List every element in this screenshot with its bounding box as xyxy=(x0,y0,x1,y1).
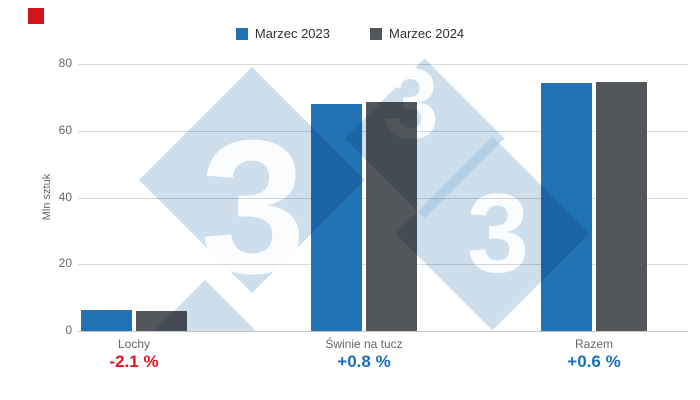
category-label: Lochy xyxy=(117,337,151,351)
legend-item[interactable]: Marzec 2023 xyxy=(235,26,330,41)
bar-marzec-2023-2[interactable] xyxy=(311,104,362,331)
watermark-digit: 3 xyxy=(200,101,306,314)
bar-marzec-2024-2[interactable] xyxy=(366,102,417,331)
y-tick-label: 20 xyxy=(58,256,72,270)
bar-marzec-2023-3[interactable] xyxy=(541,83,592,331)
legend-swatch xyxy=(235,27,248,40)
legend: Marzec 2023 Marzec 2024 xyxy=(0,26,700,41)
watermark-digit: 3 xyxy=(466,170,530,296)
y-tick-label: 0 xyxy=(65,323,72,337)
gridline xyxy=(78,64,688,65)
delta-label: +0.8 % xyxy=(337,352,391,371)
delta-label: -2.1 % xyxy=(109,352,159,371)
delta-label: +0.6 % xyxy=(567,352,621,371)
category-label: Świnie na tucz xyxy=(325,337,403,351)
legend-label: Marzec 2023 xyxy=(254,26,330,41)
legend-swatch xyxy=(370,27,382,40)
category-label: Razem xyxy=(574,337,613,351)
y-tick-label: 60 xyxy=(58,123,72,137)
bar-marzec-2024-3[interactable] xyxy=(596,82,647,331)
y-tick-label: 80 xyxy=(58,56,72,70)
legend-label: Marzec 2024 xyxy=(389,26,465,41)
bar-marzec-2023-1[interactable] xyxy=(81,310,132,331)
x-axis-line xyxy=(78,331,688,332)
legend-item[interactable]: Marzec 2024 xyxy=(370,26,464,41)
brand-logo-square xyxy=(28,8,44,24)
y-tick-label: 40 xyxy=(58,190,72,204)
bar-marzec-2024-1[interactable] xyxy=(136,311,187,331)
